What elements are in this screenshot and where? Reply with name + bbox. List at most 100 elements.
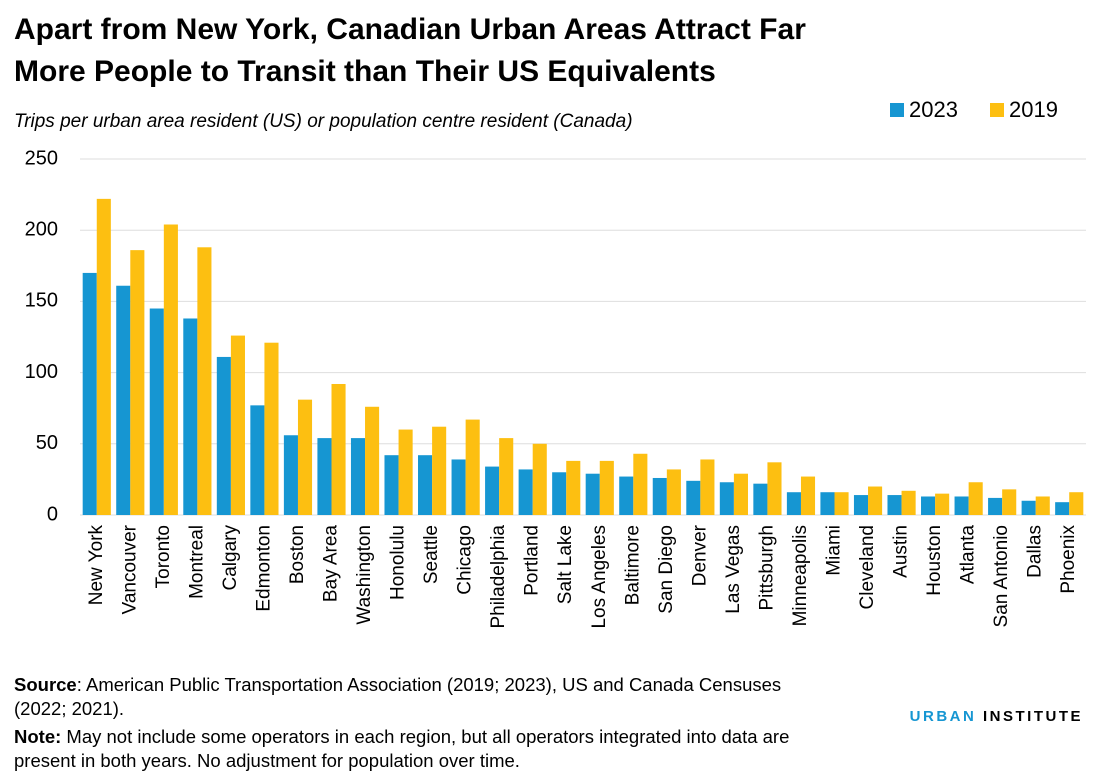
x-tick-label: Chicago [455, 525, 476, 595]
bar [96, 198, 111, 515]
note: Note: May not include some operators in … [14, 725, 814, 773]
bar [451, 459, 466, 515]
bar [317, 438, 332, 515]
bar [82, 272, 97, 515]
bar [197, 247, 212, 515]
source: Source: American Public Transportation A… [14, 673, 814, 721]
bar [686, 480, 701, 515]
x-tick-label: Houston [924, 525, 945, 596]
bar [183, 318, 198, 515]
x-tick-label: Phoenix [1058, 525, 1079, 594]
bar [518, 469, 533, 515]
legend-label: 2019 [1009, 97, 1058, 122]
x-tick-label: New York [86, 525, 107, 606]
bar [700, 459, 715, 515]
bar [652, 477, 667, 515]
x-tick-label: Austin [891, 525, 912, 578]
x-tick-label: Montreal [186, 525, 207, 599]
logo-part: INSTITUTE [983, 708, 1083, 725]
chart: Apart from New York, Canadian Urban Area… [14, 13, 1086, 629]
bar [619, 476, 634, 515]
bar [733, 473, 748, 515]
bar [988, 497, 1003, 515]
bar [820, 492, 835, 515]
x-tick-label: Pittsburgh [756, 525, 777, 611]
x-tick-label: Boston [287, 525, 308, 584]
bar [868, 486, 883, 515]
bar [786, 492, 801, 515]
chart-title: Apart from New York, Canadian Urban Area… [14, 13, 806, 46]
bar [633, 453, 648, 515]
note-label: Note: [14, 726, 62, 747]
bar [418, 455, 433, 515]
y-tick-label: 200 [25, 218, 58, 240]
bar [130, 250, 145, 516]
chart-subtitle: Trips per urban area resident (US) or po… [14, 111, 633, 132]
bar [1021, 500, 1036, 515]
x-tick-label: Seattle [421, 525, 442, 584]
y-tick-label: 100 [25, 361, 58, 383]
bar [331, 383, 346, 515]
bar [149, 308, 164, 515]
bar [853, 495, 869, 515]
logo: URBAN INSTITUTE [910, 708, 1083, 725]
bar [283, 435, 298, 515]
x-tick-label: Philadelphia [488, 525, 509, 629]
source-text: : American Public Transportation Associa… [14, 674, 782, 719]
bar [887, 495, 902, 515]
note-text: May not include some operators in each r… [14, 726, 790, 771]
x-tick-label: San Antonio [991, 525, 1012, 627]
bar [599, 460, 614, 515]
x-tick-label: Minneapolis [790, 525, 811, 626]
bar [485, 466, 500, 515]
bar [1055, 502, 1070, 515]
x-tick-label: Denver [689, 524, 710, 586]
bar [465, 419, 480, 515]
legend-swatch [890, 103, 904, 117]
x-tick-label: Los Angeles [589, 525, 610, 629]
bar [250, 405, 265, 515]
bar [921, 496, 936, 515]
bar [719, 482, 734, 515]
y-tick-label: 0 [47, 503, 58, 525]
bar [585, 473, 600, 515]
x-tick-label: Miami [824, 525, 845, 576]
bar [767, 462, 782, 515]
bar [935, 493, 950, 515]
source-label: Source [14, 674, 77, 695]
x-tick-label: Portland [522, 525, 543, 596]
bar [566, 460, 581, 515]
bar [297, 399, 313, 515]
bar [901, 490, 916, 515]
x-tick-label: Las Vegas [723, 525, 744, 614]
bar [384, 455, 399, 515]
bar [230, 335, 245, 515]
x-tick-label: Honolulu [388, 525, 409, 600]
bar [954, 496, 969, 515]
chart-title: More People to Transit than Their US Equ… [14, 55, 716, 88]
x-tick-label: Dallas [1025, 525, 1046, 578]
bar [800, 476, 816, 515]
x-tick-label: San Diego [656, 525, 677, 614]
x-tick-label: Toronto [153, 525, 174, 588]
x-tick-label: Atlanta [958, 525, 979, 585]
y-tick-label: 250 [25, 147, 58, 169]
logo-part: URBAN [909, 708, 977, 725]
x-tick-label: Cleveland [857, 525, 878, 610]
bar [552, 472, 567, 515]
bar [432, 426, 447, 515]
x-tick-label: Bay Area [321, 525, 342, 603]
bar [532, 443, 547, 515]
bar [666, 469, 681, 515]
bar [116, 285, 131, 515]
bar [968, 482, 983, 515]
x-tick-label: Calgary [220, 525, 241, 591]
x-tick-label: Baltimore [622, 525, 643, 605]
y-tick-label: 50 [36, 432, 58, 454]
bar [365, 406, 380, 515]
bar [1002, 489, 1017, 515]
bar [398, 429, 413, 515]
bar [834, 492, 849, 515]
legend-label: 2023 [909, 97, 958, 122]
